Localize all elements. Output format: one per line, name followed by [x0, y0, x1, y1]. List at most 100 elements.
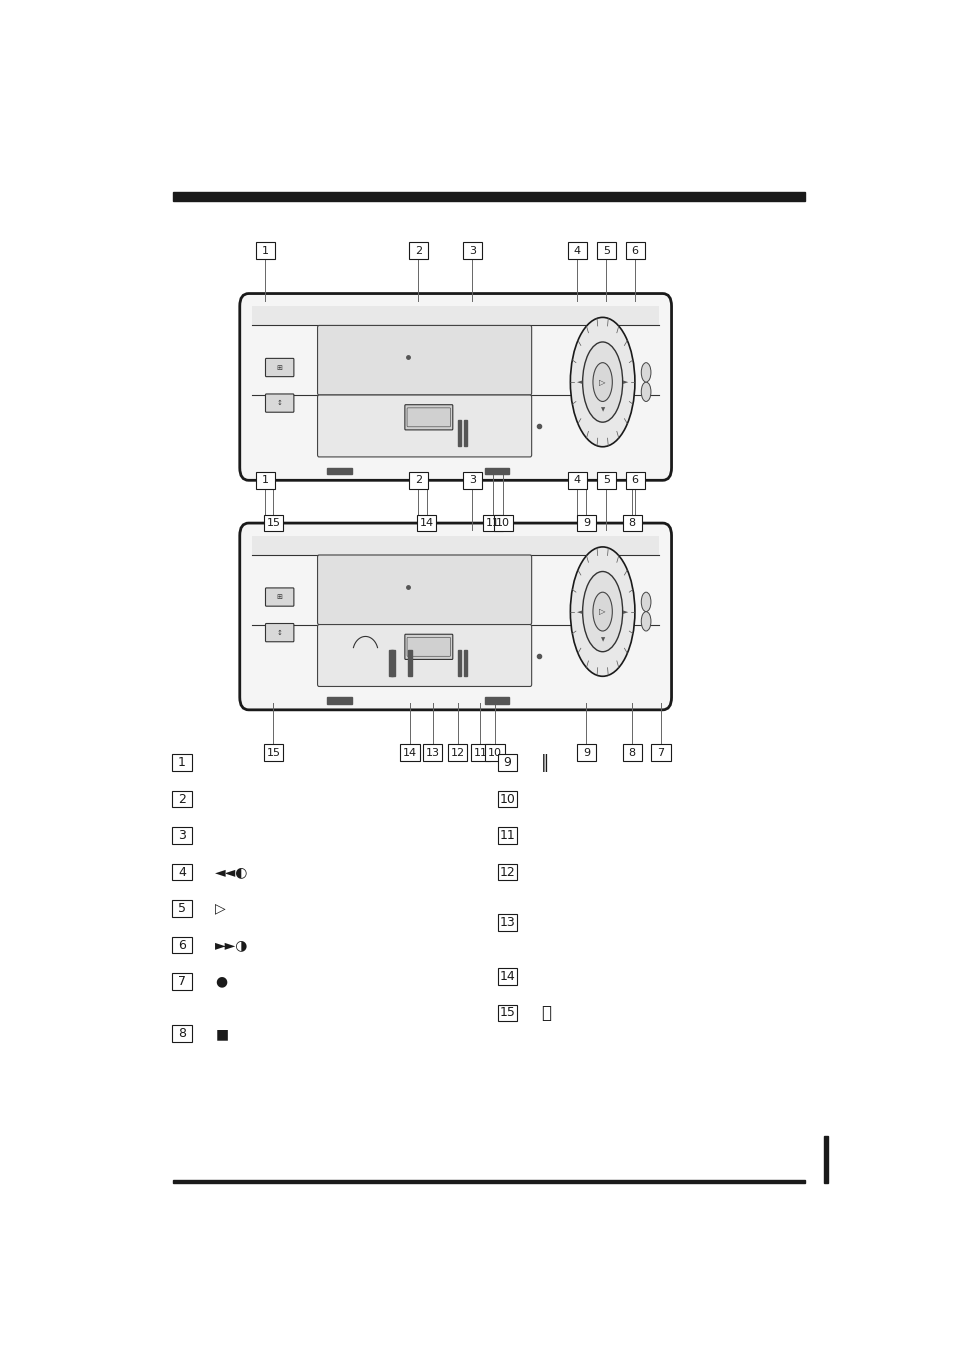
Text: 6: 6 — [178, 939, 186, 951]
Text: 3: 3 — [468, 245, 476, 256]
FancyBboxPatch shape — [622, 515, 641, 531]
Text: 8: 8 — [628, 748, 635, 757]
Text: 10: 10 — [499, 793, 515, 805]
FancyBboxPatch shape — [255, 472, 274, 489]
Bar — [252, 535, 659, 556]
Ellipse shape — [640, 611, 650, 631]
Text: ▷: ▷ — [598, 378, 605, 386]
Ellipse shape — [570, 317, 635, 447]
Text: 11: 11 — [473, 748, 487, 757]
FancyBboxPatch shape — [255, 243, 274, 259]
FancyBboxPatch shape — [596, 243, 616, 259]
Bar — [463, 420, 467, 446]
Text: 15: 15 — [266, 518, 280, 528]
FancyBboxPatch shape — [172, 863, 192, 881]
Text: ⊞: ⊞ — [276, 364, 282, 370]
Text: ▼: ▼ — [599, 408, 604, 413]
Text: 3: 3 — [178, 829, 186, 841]
Text: ▼: ▼ — [599, 637, 604, 642]
Text: 1: 1 — [261, 245, 269, 256]
FancyBboxPatch shape — [622, 744, 641, 762]
Text: 14: 14 — [419, 518, 434, 528]
FancyBboxPatch shape — [567, 243, 586, 259]
Text: 13: 13 — [425, 748, 439, 757]
Text: 14: 14 — [499, 970, 515, 982]
Bar — [823, 1135, 827, 1183]
Bar — [457, 650, 461, 676]
Text: 13: 13 — [499, 916, 515, 928]
FancyBboxPatch shape — [577, 515, 596, 531]
FancyBboxPatch shape — [423, 744, 442, 762]
Text: ►: ► — [622, 608, 627, 615]
FancyBboxPatch shape — [471, 744, 490, 762]
Text: 2: 2 — [415, 476, 421, 485]
Text: ◄: ◄ — [577, 379, 582, 385]
FancyBboxPatch shape — [497, 1004, 517, 1022]
FancyBboxPatch shape — [462, 243, 481, 259]
Bar — [389, 650, 393, 676]
Bar — [484, 467, 509, 474]
FancyBboxPatch shape — [497, 913, 517, 931]
Bar — [457, 420, 461, 446]
FancyBboxPatch shape — [416, 515, 436, 531]
Text: ►: ► — [622, 379, 627, 385]
Text: 12: 12 — [499, 866, 515, 878]
FancyBboxPatch shape — [265, 394, 294, 412]
FancyBboxPatch shape — [264, 515, 283, 531]
Bar — [408, 650, 412, 676]
Text: 7: 7 — [657, 748, 664, 757]
Ellipse shape — [593, 592, 612, 631]
FancyBboxPatch shape — [408, 243, 428, 259]
Ellipse shape — [582, 572, 622, 652]
FancyBboxPatch shape — [483, 515, 502, 531]
FancyBboxPatch shape — [497, 791, 517, 808]
Text: 15: 15 — [266, 748, 280, 757]
FancyBboxPatch shape — [404, 634, 453, 660]
FancyBboxPatch shape — [577, 744, 596, 762]
Text: 7: 7 — [178, 976, 186, 988]
Ellipse shape — [582, 341, 622, 423]
Bar — [173, 192, 803, 201]
FancyBboxPatch shape — [625, 472, 644, 489]
FancyBboxPatch shape — [497, 755, 517, 771]
FancyBboxPatch shape — [172, 827, 192, 844]
FancyBboxPatch shape — [448, 744, 467, 762]
Text: ◄: ◄ — [577, 608, 582, 615]
Text: ⤒: ⤒ — [540, 1004, 550, 1022]
FancyBboxPatch shape — [317, 625, 531, 687]
FancyBboxPatch shape — [239, 523, 671, 710]
FancyBboxPatch shape — [493, 515, 513, 531]
Text: 14: 14 — [402, 748, 416, 757]
FancyBboxPatch shape — [172, 755, 192, 771]
Text: 15: 15 — [499, 1007, 515, 1019]
Text: ▷: ▷ — [215, 901, 226, 916]
Text: 12: 12 — [450, 748, 464, 757]
Ellipse shape — [593, 363, 612, 401]
Ellipse shape — [640, 592, 650, 611]
Text: ◄◄◐: ◄◄◐ — [215, 864, 249, 879]
Text: 1: 1 — [261, 476, 269, 485]
FancyBboxPatch shape — [497, 967, 517, 985]
Text: ⊞: ⊞ — [276, 593, 282, 600]
Text: 11: 11 — [499, 829, 515, 841]
Text: ►►◑: ►►◑ — [215, 938, 249, 953]
Text: 3: 3 — [468, 476, 476, 485]
Text: 5: 5 — [178, 902, 186, 915]
Text: 2: 2 — [415, 245, 421, 256]
FancyBboxPatch shape — [265, 588, 294, 606]
Bar — [463, 650, 467, 676]
FancyBboxPatch shape — [497, 863, 517, 881]
Text: 8: 8 — [178, 1027, 186, 1041]
FancyBboxPatch shape — [265, 623, 294, 642]
Bar — [173, 1180, 803, 1183]
FancyBboxPatch shape — [239, 294, 671, 480]
FancyBboxPatch shape — [172, 900, 192, 917]
Text: 11: 11 — [485, 518, 499, 528]
FancyBboxPatch shape — [404, 405, 453, 430]
FancyBboxPatch shape — [407, 408, 450, 427]
Text: 9: 9 — [582, 748, 589, 757]
FancyBboxPatch shape — [400, 744, 419, 762]
FancyBboxPatch shape — [567, 472, 586, 489]
FancyBboxPatch shape — [172, 973, 192, 991]
Text: 1: 1 — [178, 756, 186, 770]
